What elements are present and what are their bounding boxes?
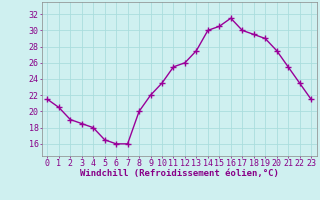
X-axis label: Windchill (Refroidissement éolien,°C): Windchill (Refroidissement éolien,°C) [80,169,279,178]
